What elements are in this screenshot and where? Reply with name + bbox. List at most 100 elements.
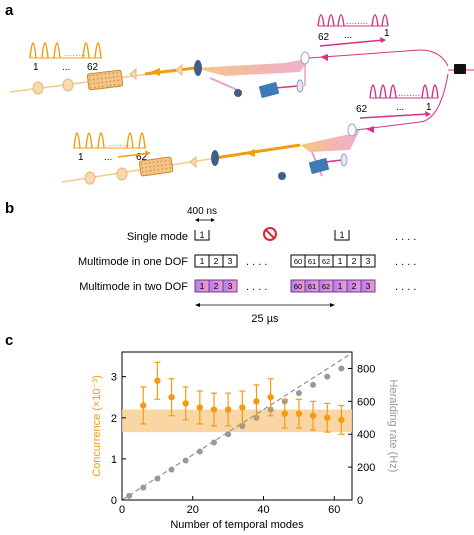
heralding-rate-point [154, 475, 161, 482]
comb-label-mid-bottom-right: ... [396, 102, 404, 113]
y-axis-right-label: Heralding rate (Hz) [387, 380, 399, 473]
comb-dots-top-left: ........ [64, 48, 86, 59]
comb-arrowhead-bottom-left [145, 150, 150, 156]
lower-photon-beam [214, 143, 301, 160]
row2-cell-text: 1 [338, 256, 343, 266]
y-right-tick-label: 800 [357, 363, 375, 375]
timescale-label: 400 ns [187, 206, 217, 217]
concurrence-point [196, 404, 204, 411]
concurrence-point [182, 400, 189, 407]
lower-detector-lens-icon [278, 172, 286, 180]
upper-detector-lens-icon [234, 89, 242, 97]
upper-fiber-arrow-icon [320, 54, 328, 61]
comb-dots-top-right: ........ [346, 16, 368, 27]
row-single-mode-cell-2-text: 1 [339, 230, 344, 240]
comb-dots-bottom-right: ........ [398, 88, 420, 99]
comb-arrow-top-right [319, 39, 384, 47]
y-right-tick-label: 400 [357, 429, 375, 441]
y-axis-left-label: Concurrence (×10⁻³) [91, 375, 103, 477]
row3-cell-text: 62 [322, 282, 330, 291]
heralding-rate-point [225, 431, 232, 438]
comb-peaks-bottom-right [369, 84, 439, 99]
row3-cell-box [360, 279, 376, 293]
row2-cell-box [222, 254, 238, 268]
lower-fiber-1 [355, 121, 421, 131]
comb-bottom-left: ........ 1 ... 62 [73, 132, 151, 163]
comb-label-right-bottom-left: 62 [136, 152, 148, 163]
upper-lens-1-icon [32, 81, 44, 95]
lower-beam-fan [300, 130, 360, 152]
comb-label-left-top-left: 1 [33, 62, 39, 73]
comb-arrow-bottom-left [117, 152, 151, 158]
x-tick-label: 0 [119, 504, 125, 516]
lower-lens-2-icon [116, 167, 128, 181]
comb-dots-bottom-left: ........ [108, 138, 130, 149]
timescale-arrowhead-left [195, 218, 199, 222]
row2-cell-text: 60 [294, 257, 302, 266]
y-right-tick-label: 0 [357, 495, 363, 507]
comb-label-right-bottom-right: 1 [426, 102, 432, 113]
comb-label-right-top-left: 62 [87, 62, 99, 73]
concurrence-point [154, 377, 161, 384]
comb-label-mid-bottom-left: ... [104, 152, 112, 163]
upper-output-lens-icon [300, 51, 310, 65]
lower-waveplate-icon [211, 150, 219, 166]
row-single-mode-cell-2 [334, 230, 350, 241]
lower-lens-1-icon [84, 171, 96, 185]
concurrence-point [253, 398, 260, 405]
row-single-mode-label: Single mode [127, 231, 188, 243]
confidence-band [122, 409, 352, 433]
upper-crystal-texture [87, 70, 123, 90]
row3-cell-text: 61 [308, 282, 316, 291]
lower-output-lens-icon [347, 123, 357, 137]
row3-cell-text: 3 [366, 281, 371, 291]
beamsplitter-icon [454, 64, 466, 74]
row-two-dof-dots-end: . . . . [395, 281, 416, 293]
upper-prism-1-icon [129, 67, 137, 81]
panel-b-label: b [5, 200, 15, 217]
heralding-rate-point [295, 390, 302, 397]
comb-label-left-bottom-left: 1 [78, 152, 84, 163]
x-tick-label: 40 [257, 504, 269, 516]
upper-cavity-icon [258, 81, 280, 99]
heralding-rate-point [196, 448, 203, 455]
comb-top-left: ........ 1 ... 62 [29, 42, 102, 73]
heralding-rate-series [121, 354, 349, 501]
comb-arrowhead-top-right [380, 37, 386, 43]
row3-cell-box [222, 279, 238, 293]
comb-label-left-bottom-right: 62 [356, 104, 368, 115]
comb-arrow-bottom-right [359, 113, 429, 119]
timescale-arrowhead-right [211, 218, 215, 222]
upper-source [9, 49, 449, 99]
row-single-mode-cell-1-text: 1 [199, 230, 204, 240]
panel-b-timing: 400 ns Single mode 1 1 . . . . Multimode… [78, 206, 416, 325]
upper-beam-fan [195, 58, 310, 76]
concurrence-point [281, 410, 288, 417]
comb-peaks-bottom-left [73, 132, 146, 149]
lower-fiber-2 [419, 73, 449, 123]
row2-cell-text: 3 [366, 256, 371, 266]
y-right-tick-label: 200 [357, 462, 375, 474]
comb-top-right: ........ 62 ... 1 [317, 14, 390, 47]
concurrence-point [338, 416, 345, 424]
prohibited-icon-slash [265, 229, 275, 239]
row3-cell-text: 60 [294, 282, 302, 291]
comb-label-mid-top-left: ... [62, 62, 70, 73]
x-tick-label: 20 [187, 504, 199, 516]
panel-a-setup: ........ 1 ... 62 ........ 1 ... 62 ....… [9, 14, 474, 185]
lower-crystal-texture [139, 157, 173, 176]
y-left-tick-label: 3 [111, 372, 117, 384]
period-arrowhead-left [195, 303, 200, 307]
row-one-dof-dots: . . . . [246, 256, 267, 268]
row-single-mode-dots: . . . . [395, 231, 416, 243]
row2-cell-text: 2 [214, 256, 219, 266]
comb-arrowhead-bottom-right [425, 111, 431, 117]
row2-cell-text: 62 [322, 257, 330, 266]
prohibited-icon [263, 227, 277, 241]
row3-cell-text: 1 [200, 281, 205, 291]
concurrence-point [168, 394, 175, 401]
comb-label-right-top-right: 1 [384, 28, 390, 39]
upper-cavity-beam [274, 85, 299, 89]
